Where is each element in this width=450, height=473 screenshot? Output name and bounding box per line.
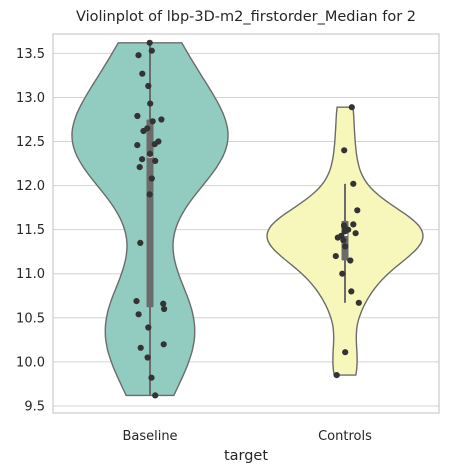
x-tick-label: Baseline xyxy=(122,429,177,444)
chart-title: Violinplot of lbp-3D-m2_firstorder_Media… xyxy=(76,9,416,25)
data-points xyxy=(133,39,362,399)
data-point xyxy=(152,157,159,164)
data-point xyxy=(340,237,347,244)
data-point xyxy=(350,180,357,187)
data-point xyxy=(145,324,152,331)
data-point xyxy=(140,127,147,135)
data-point xyxy=(348,104,355,111)
data-point xyxy=(350,221,357,228)
median-marker xyxy=(342,233,348,236)
x-tick-labels: Baseline Controls xyxy=(122,429,372,444)
data-point xyxy=(334,234,341,241)
data-point xyxy=(160,341,167,348)
y-tick-label: 11.0 xyxy=(16,267,45,282)
x-tick-label: Controls xyxy=(318,429,372,444)
y-tick-label: 10.5 xyxy=(16,311,45,326)
iqr-box xyxy=(146,119,154,308)
data-point xyxy=(146,191,153,198)
data-point xyxy=(139,156,146,163)
data-point xyxy=(341,228,348,235)
data-point xyxy=(137,239,144,246)
data-point xyxy=(354,207,361,214)
violins xyxy=(71,42,424,397)
y-tick-label: 10.0 xyxy=(16,355,45,370)
data-point xyxy=(152,392,159,399)
data-point xyxy=(339,270,346,277)
data-point xyxy=(148,47,155,54)
data-point xyxy=(145,82,152,90)
plot-frame xyxy=(52,33,440,414)
data-point xyxy=(151,141,158,148)
data-point xyxy=(136,164,143,171)
data-point xyxy=(347,257,354,264)
data-point xyxy=(348,288,355,295)
data-point xyxy=(158,116,165,123)
data-point xyxy=(148,175,155,182)
data-point xyxy=(147,100,154,107)
data-point xyxy=(342,243,349,250)
data-point xyxy=(133,298,140,305)
y-tick-label: 12.0 xyxy=(16,179,45,194)
data-point xyxy=(161,305,168,313)
data-point xyxy=(135,311,142,318)
data-point xyxy=(341,147,348,154)
data-point xyxy=(352,230,359,237)
data-point xyxy=(146,150,154,157)
y-tick-label: 13.5 xyxy=(16,47,45,62)
x-axis-label: target xyxy=(224,448,268,464)
data-point xyxy=(146,39,153,46)
data-point xyxy=(342,349,349,356)
y-tick-label: 9.5 xyxy=(24,399,45,414)
y-tick-label: 11.5 xyxy=(16,223,45,238)
data-point xyxy=(333,372,340,379)
data-point xyxy=(134,142,141,149)
data-point xyxy=(148,374,155,381)
data-point xyxy=(139,70,146,77)
data-point xyxy=(135,52,142,59)
data-point xyxy=(134,112,141,120)
data-point xyxy=(137,344,144,351)
y-tick-label: 13.0 xyxy=(16,91,45,106)
data-point xyxy=(355,299,362,306)
data-point xyxy=(149,118,156,125)
data-point xyxy=(144,354,151,361)
data-point xyxy=(332,253,339,260)
y-tick-label: 12.5 xyxy=(16,135,45,150)
y-tick-labels: 9.5 10.0 10.5 11.0 11.5 12.0 12.5 13.0 13.5 xyxy=(16,47,45,415)
data-point xyxy=(160,300,167,307)
